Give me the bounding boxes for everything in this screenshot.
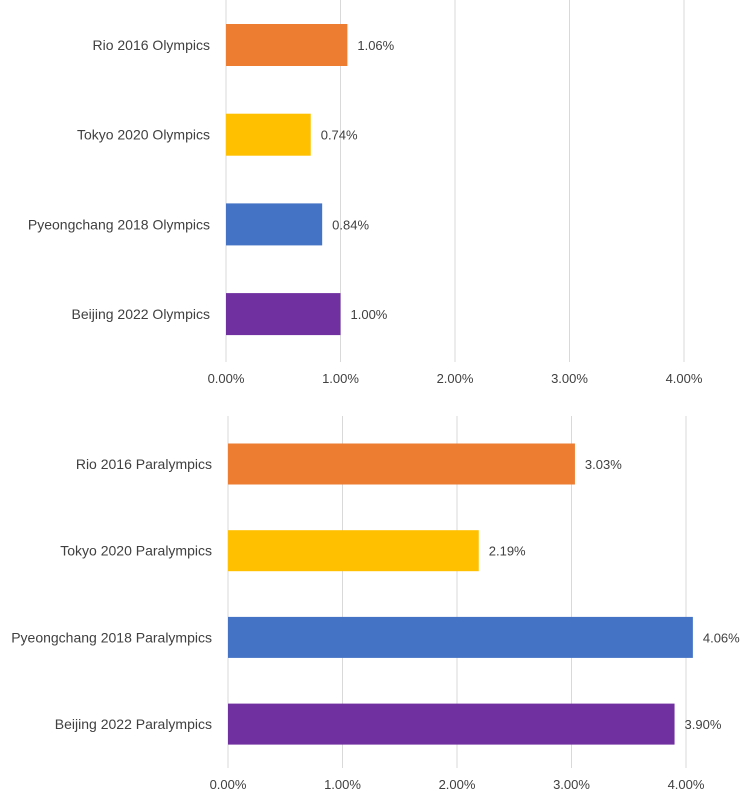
- bar-tokyo-2020-olympics: [226, 113, 311, 156]
- bar-pyeongchang-2018-paralympics: [228, 616, 693, 658]
- data-label: 1.00%: [351, 307, 388, 322]
- x-tick-label: 4.00%: [668, 777, 705, 792]
- x-tick-label: 3.00%: [553, 777, 590, 792]
- category-label: Tokyo 2020 Olympics: [77, 127, 210, 143]
- data-label: 0.74%: [321, 128, 358, 143]
- category-label: Beijing 2022 Paralympics: [55, 716, 212, 732]
- bar-pyeongchang-2018-olympics: [226, 203, 323, 246]
- data-label: 0.84%: [332, 217, 369, 232]
- category-label: Pyeongchang 2018 Olympics: [28, 216, 210, 232]
- x-tick-label: 1.00%: [322, 371, 359, 386]
- x-tick-label: 0.00%: [208, 371, 245, 386]
- x-tick-label: 0.00%: [210, 777, 247, 792]
- data-label: 4.06%: [703, 630, 740, 645]
- category-label: Rio 2016 Olympics: [93, 37, 211, 53]
- x-tick-label: 2.00%: [439, 777, 476, 792]
- bar-rio-2016-paralympics: [228, 443, 575, 485]
- x-tick-label: 4.00%: [666, 371, 703, 386]
- x-tick-label: 3.00%: [551, 371, 588, 386]
- category-label: Pyeongchang 2018 Paralympics: [11, 629, 212, 645]
- data-label: 2.19%: [489, 544, 526, 559]
- data-label: 1.06%: [357, 38, 394, 53]
- category-label: Rio 2016 Paralympics: [76, 456, 212, 472]
- olympics-chart: 0.00% 1.00% 2.00% 3.00% 4.00% Rio 2016 Olympi…: [28, 0, 703, 386]
- data-label: 3.90%: [685, 717, 722, 732]
- bar-beijing-2022-olympics: [226, 293, 341, 336]
- bar-tokyo-2020-paralympics: [228, 530, 479, 572]
- bar-rio-2016-olympics: [226, 24, 348, 66]
- category-label: Beijing 2022 Olympics: [71, 306, 210, 322]
- category-label: Tokyo 2020 Paralympics: [60, 543, 212, 559]
- x-tick-label: 2.00%: [437, 371, 474, 386]
- paralympics-chart: 0.00% 1.00% 2.00% 3.00% 4.00% Rio 2016 Paraly…: [11, 416, 740, 792]
- x-tick-label: 1.00%: [324, 777, 361, 792]
- bar-beijing-2022-paralympics: [228, 703, 675, 745]
- data-label: 3.03%: [585, 457, 622, 472]
